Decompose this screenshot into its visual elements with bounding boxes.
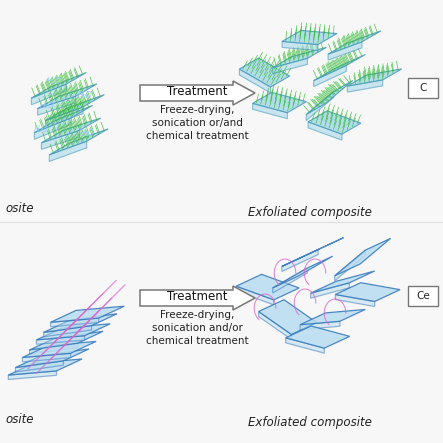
- Polygon shape: [259, 300, 317, 334]
- Polygon shape: [23, 353, 70, 362]
- Text: H₂O: H₂O: [40, 101, 54, 110]
- FancyBboxPatch shape: [408, 286, 438, 306]
- Text: H₂O: H₂O: [78, 91, 93, 100]
- Polygon shape: [36, 324, 110, 340]
- Polygon shape: [51, 306, 124, 323]
- Polygon shape: [334, 238, 391, 276]
- Polygon shape: [239, 69, 271, 93]
- Polygon shape: [34, 118, 71, 139]
- Text: Exfoliated composite: Exfoliated composite: [248, 416, 372, 429]
- Polygon shape: [31, 84, 66, 105]
- Text: Treatment: Treatment: [167, 289, 228, 303]
- Polygon shape: [236, 274, 299, 300]
- Polygon shape: [272, 58, 307, 74]
- Polygon shape: [311, 283, 350, 298]
- Polygon shape: [16, 349, 89, 368]
- Polygon shape: [306, 81, 353, 115]
- Polygon shape: [46, 107, 83, 127]
- Polygon shape: [328, 31, 381, 54]
- Polygon shape: [335, 295, 375, 307]
- Polygon shape: [306, 91, 334, 120]
- Polygon shape: [46, 95, 105, 120]
- Polygon shape: [36, 336, 85, 344]
- Polygon shape: [16, 361, 63, 372]
- Polygon shape: [272, 47, 326, 68]
- Polygon shape: [236, 286, 274, 305]
- Polygon shape: [44, 314, 117, 332]
- Polygon shape: [286, 326, 350, 348]
- FancyBboxPatch shape: [408, 78, 438, 98]
- Text: osite: osite: [5, 413, 34, 426]
- Polygon shape: [38, 96, 76, 115]
- Polygon shape: [42, 130, 79, 149]
- Polygon shape: [282, 42, 318, 51]
- Polygon shape: [286, 338, 324, 353]
- Polygon shape: [42, 118, 101, 143]
- Polygon shape: [253, 103, 288, 119]
- Polygon shape: [273, 256, 333, 288]
- Polygon shape: [314, 66, 346, 87]
- Polygon shape: [273, 268, 307, 293]
- Polygon shape: [328, 42, 362, 60]
- Polygon shape: [300, 309, 365, 325]
- Polygon shape: [34, 105, 93, 132]
- Text: Treatment: Treatment: [167, 85, 228, 97]
- Polygon shape: [335, 283, 400, 302]
- Polygon shape: [259, 311, 291, 339]
- Polygon shape: [30, 331, 103, 350]
- Text: H₂O: H₂O: [47, 77, 61, 86]
- Polygon shape: [347, 80, 383, 92]
- Text: Freeze-drying,
sonication and/or
chemical treatment: Freeze-drying, sonication and/or chemica…: [146, 310, 249, 346]
- Text: H₂O: H₂O: [34, 124, 49, 133]
- Polygon shape: [311, 271, 375, 293]
- Polygon shape: [30, 343, 78, 354]
- Polygon shape: [38, 84, 97, 109]
- Polygon shape: [31, 73, 86, 98]
- Polygon shape: [253, 92, 307, 113]
- Polygon shape: [51, 318, 99, 326]
- Polygon shape: [8, 359, 82, 375]
- Text: C: C: [420, 83, 427, 93]
- Polygon shape: [140, 286, 255, 310]
- Text: H₂O: H₂O: [80, 129, 94, 138]
- Polygon shape: [140, 81, 255, 105]
- Text: Exfoliated composite: Exfoliated composite: [248, 206, 372, 219]
- Polygon shape: [308, 122, 342, 140]
- Text: Ce: Ce: [416, 291, 430, 301]
- Polygon shape: [347, 69, 402, 86]
- Polygon shape: [239, 58, 290, 87]
- Polygon shape: [282, 238, 343, 266]
- Polygon shape: [308, 111, 361, 134]
- Polygon shape: [49, 141, 87, 161]
- Polygon shape: [282, 31, 337, 45]
- Polygon shape: [334, 250, 365, 281]
- Text: Freeze-drying,
sonication or/and
chemical treatment: Freeze-drying, sonication or/and chemica…: [146, 105, 249, 141]
- Polygon shape: [282, 249, 318, 272]
- Polygon shape: [8, 371, 57, 380]
- Polygon shape: [44, 326, 92, 337]
- Text: osite: osite: [5, 202, 34, 215]
- Polygon shape: [314, 54, 365, 81]
- Polygon shape: [300, 321, 340, 330]
- Polygon shape: [49, 129, 108, 155]
- Polygon shape: [23, 342, 96, 358]
